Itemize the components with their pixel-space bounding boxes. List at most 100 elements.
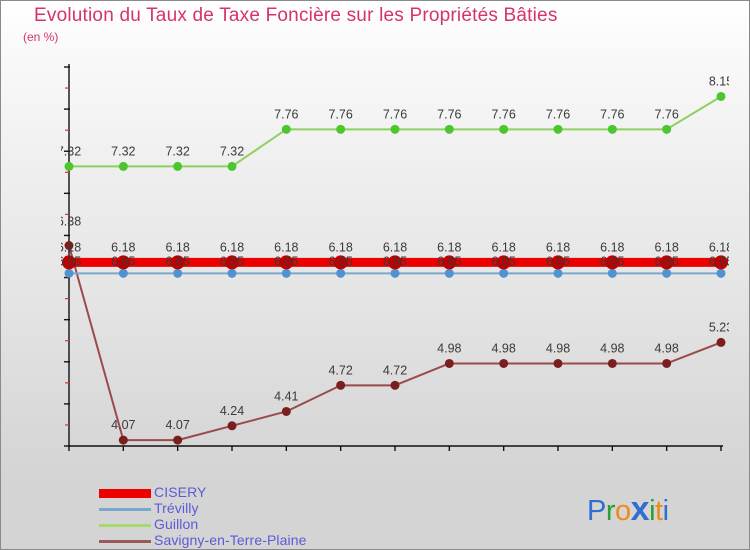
data-label: 5.23	[709, 320, 729, 334]
data-point	[390, 268, 400, 278]
legend-label: Savigny-en-Terre-Plaine	[154, 532, 307, 548]
data-point	[64, 161, 74, 171]
data-point	[227, 161, 237, 171]
data-point	[551, 255, 565, 270]
data-label: 7.76	[437, 107, 461, 121]
data-label: 6.18	[111, 240, 135, 254]
data-point	[64, 268, 74, 278]
data-label: 6.05	[61, 254, 81, 268]
data-label: 6.05	[274, 254, 298, 268]
data-label: 6.18	[61, 240, 81, 254]
data-label: 4.24	[220, 404, 244, 418]
data-point	[173, 435, 183, 445]
data-point	[281, 268, 291, 278]
data-point	[227, 268, 237, 278]
data-point	[662, 124, 672, 134]
data-point	[62, 255, 76, 270]
data-label: 6.18	[600, 240, 624, 254]
data-point	[496, 255, 511, 270]
data-point	[716, 91, 726, 101]
data-label: 6.05	[165, 254, 189, 268]
data-point	[553, 358, 563, 368]
data-point	[662, 268, 672, 278]
data-point	[336, 268, 346, 278]
series-cisery	[62, 255, 728, 270]
page-title: Evolution du Taux de Taxe Foncière sur l…	[34, 5, 558, 26]
data-point	[442, 255, 457, 270]
legend-label: Trévilly	[154, 500, 199, 516]
logo-letter: r	[605, 495, 616, 527]
data-point	[118, 435, 128, 445]
data-point	[659, 255, 674, 270]
data-label: 6.18	[709, 240, 729, 254]
data-point	[390, 380, 400, 390]
legend-item[interactable]: Savigny-en-Terre-Plaine	[99, 532, 429, 549]
data-point	[607, 124, 617, 134]
data-label: 4.98	[491, 341, 515, 355]
data-label: 6.38	[61, 215, 81, 229]
logo-letter: i	[662, 495, 669, 527]
series-tr-villy	[64, 268, 726, 278]
data-label: 4.07	[165, 418, 189, 432]
data-label: 6.05	[491, 254, 515, 268]
legend-label: Guillon	[154, 516, 199, 532]
data-label: 6.18	[491, 240, 515, 254]
data-point	[170, 255, 185, 270]
axis-unit-label: (en %)	[23, 30, 59, 44]
series-guillon	[64, 91, 726, 171]
data-point	[390, 124, 400, 134]
data-point	[605, 255, 620, 270]
data-point	[225, 255, 239, 270]
data-label: 6.05	[328, 254, 352, 268]
data-label: 6.18	[220, 240, 244, 254]
data-point	[499, 358, 509, 368]
data-point	[173, 268, 183, 278]
data-point	[553, 268, 563, 278]
data-point	[118, 161, 128, 171]
data-point	[716, 268, 726, 278]
data-label: 6.18	[383, 240, 407, 254]
data-point	[714, 255, 728, 270]
data-label: 6.05	[220, 254, 244, 268]
data-label: 6.05	[546, 254, 570, 268]
data-point	[607, 268, 617, 278]
logo-letter: x	[630, 490, 650, 528]
logo-letter: P	[587, 495, 606, 527]
data-label: 7.32	[111, 144, 135, 158]
data-label: 7.76	[491, 107, 515, 121]
data-label: 4.98	[600, 341, 624, 355]
data-point	[279, 255, 294, 270]
data-label: 6.18	[165, 240, 189, 254]
data-label: 4.98	[654, 341, 678, 355]
data-label: 7.32	[165, 144, 189, 158]
data-label: 4.07	[111, 418, 135, 432]
data-label: 7.76	[383, 107, 407, 121]
data-label: 7.76	[328, 107, 352, 121]
data-point	[227, 421, 237, 431]
line-chart: 44.555.566.577.588.520002001200220032004…	[61, 63, 729, 451]
data-label: 7.76	[546, 107, 570, 121]
data-point	[173, 161, 183, 171]
data-point	[336, 380, 346, 390]
data-label: 4.98	[546, 341, 570, 355]
proxiti-logo: Proxiti	[587, 490, 669, 529]
data-point	[281, 406, 291, 416]
data-label: 7.32	[61, 144, 81, 158]
data-point	[499, 268, 509, 278]
legend-item[interactable]: CISERY	[99, 484, 429, 501]
legend-item[interactable]: Guillon	[99, 516, 429, 533]
data-label: 6.05	[437, 254, 461, 268]
data-label: 7.76	[654, 107, 678, 121]
data-point	[716, 337, 726, 347]
data-point	[118, 268, 128, 278]
data-point	[388, 255, 402, 270]
data-label: 4.41	[274, 389, 298, 403]
legend-item[interactable]: Trévilly	[99, 500, 429, 517]
data-label: 6.18	[437, 240, 461, 254]
data-point	[336, 124, 346, 134]
data-point	[444, 124, 454, 134]
data-label: 6.05	[111, 254, 135, 268]
data-label: 6.05	[600, 254, 624, 268]
data-point	[553, 124, 563, 134]
data-label: 4.72	[328, 363, 352, 377]
